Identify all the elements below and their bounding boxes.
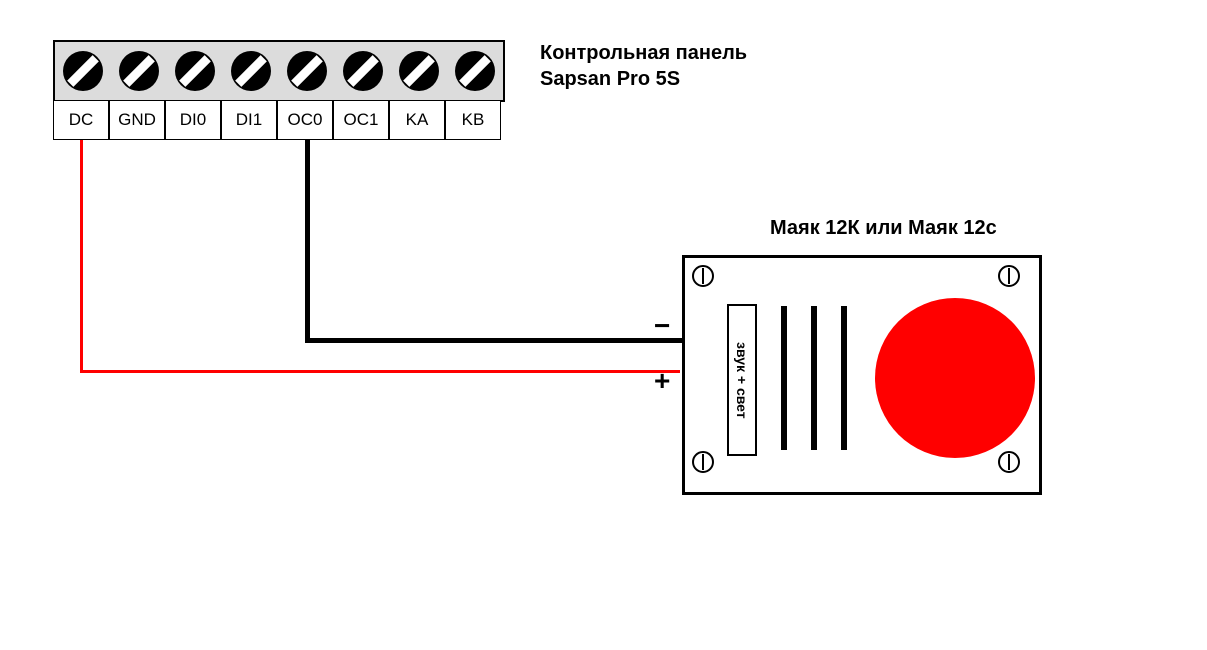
terminal-label-row: DCGNDDI0DI1OC0OC1KAKB: [53, 100, 501, 140]
black-wire-segment: [305, 338, 682, 343]
terminal-screw: [279, 42, 335, 100]
terminal-label: OC0: [277, 100, 333, 140]
corner-screw-icon: [692, 265, 714, 287]
red-wire-segment: [80, 140, 83, 370]
terminal-screw: [111, 42, 167, 100]
siren-caption: Маяк 12К или Маяк 12с: [770, 215, 997, 241]
terminal-screw: [223, 42, 279, 100]
panel-caption-line1: Контрольная панель: [540, 40, 747, 66]
siren-grille-bar: [781, 306, 787, 450]
black-wire-segment: [305, 140, 310, 340]
terminal-screw: [391, 42, 447, 100]
panel-caption: Контрольная панельSapsan Pro 5S: [540, 40, 747, 92]
terminal-screw: [167, 42, 223, 100]
terminal-label: DC: [53, 100, 109, 140]
terminal-label: GND: [109, 100, 165, 140]
siren-grille-bar: [841, 306, 847, 450]
plus-sign: +: [654, 365, 670, 397]
terminal-label: OC1: [333, 100, 389, 140]
corner-screw-icon: [998, 451, 1020, 473]
terminal-screw: [335, 42, 391, 100]
terminal-block-top: [53, 40, 505, 102]
corner-screw-icon: [692, 451, 714, 473]
siren-mode-box: звук + свет: [727, 304, 757, 456]
minus-sign: −: [654, 310, 670, 342]
terminal-screw: [447, 42, 503, 100]
panel-caption-line2: Sapsan Pro 5S: [540, 66, 747, 92]
siren-light: [875, 298, 1035, 458]
corner-screw-icon: [998, 265, 1020, 287]
siren-device: звук + свет: [682, 255, 1042, 495]
siren-grille-bar: [811, 306, 817, 450]
red-wire-segment: [80, 370, 680, 373]
terminal-label: DI1: [221, 100, 277, 140]
terminal-label: KB: [445, 100, 501, 140]
siren-mode-label: звук + свет: [734, 342, 750, 419]
terminal-label: KA: [389, 100, 445, 140]
terminal-label: DI0: [165, 100, 221, 140]
terminal-screw: [55, 42, 111, 100]
